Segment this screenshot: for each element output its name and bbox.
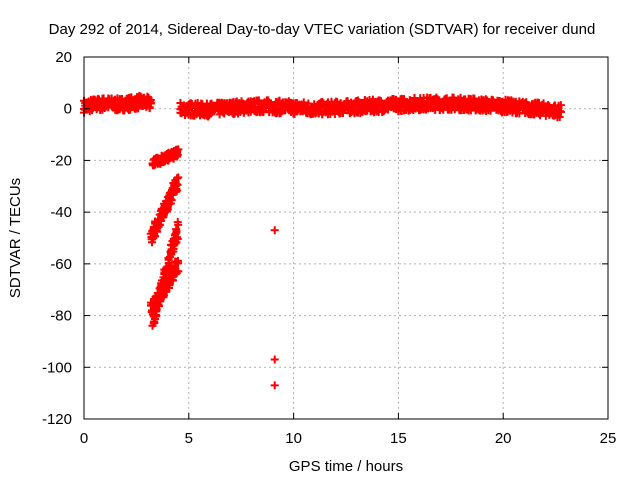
chart-title: Day 292 of 2014, Sidereal Day-to-day VTE… [49,21,596,38]
data-point [146,96,155,105]
data-point [556,101,565,110]
y-tick-label: 0 [64,101,72,118]
data-point [174,173,183,182]
x-tick-label: 5 [185,430,193,447]
y-tick-label: -60 [50,256,72,273]
y-axis-label: SDTVAR / TECUs [7,178,24,298]
x-tick-label: 25 [600,430,617,447]
outlier-point [270,226,279,235]
data-point [173,233,182,242]
y-tick-label: 20 [55,49,72,66]
plot-frame [83,56,609,420]
data-point [167,196,176,205]
y-tick-label: -120 [42,411,72,428]
data-point [556,108,565,117]
x-tick-label: 0 [80,430,88,447]
x-tick-label: 10 [285,430,302,447]
x-tick-label: 15 [390,430,407,447]
data-point [173,256,182,265]
data-point [150,232,159,241]
data-marks [80,91,565,390]
data-point [539,99,548,108]
outlier-point [270,381,279,390]
data-point [173,180,182,189]
data-point [145,104,154,113]
data-point [254,96,263,105]
data-point [155,220,164,229]
x-tick-label: 20 [495,430,512,447]
y-tick-label: -40 [50,204,72,221]
y-tick-label: -80 [50,308,72,325]
data-point [173,147,182,156]
y-tick-label: -100 [42,359,72,376]
x-axis-label: GPS time / hours [289,458,403,475]
data-point [168,276,177,285]
data-point [338,108,347,117]
data-point [174,267,183,276]
outlier-point [270,355,279,364]
data-point [147,238,156,247]
axis-ticks: 0 5 10 15 20 25 20 0 -20 -40 -60 -80 -100 -120 [42,49,616,447]
data-point [174,220,183,229]
y-tick-label: -20 [50,152,72,169]
